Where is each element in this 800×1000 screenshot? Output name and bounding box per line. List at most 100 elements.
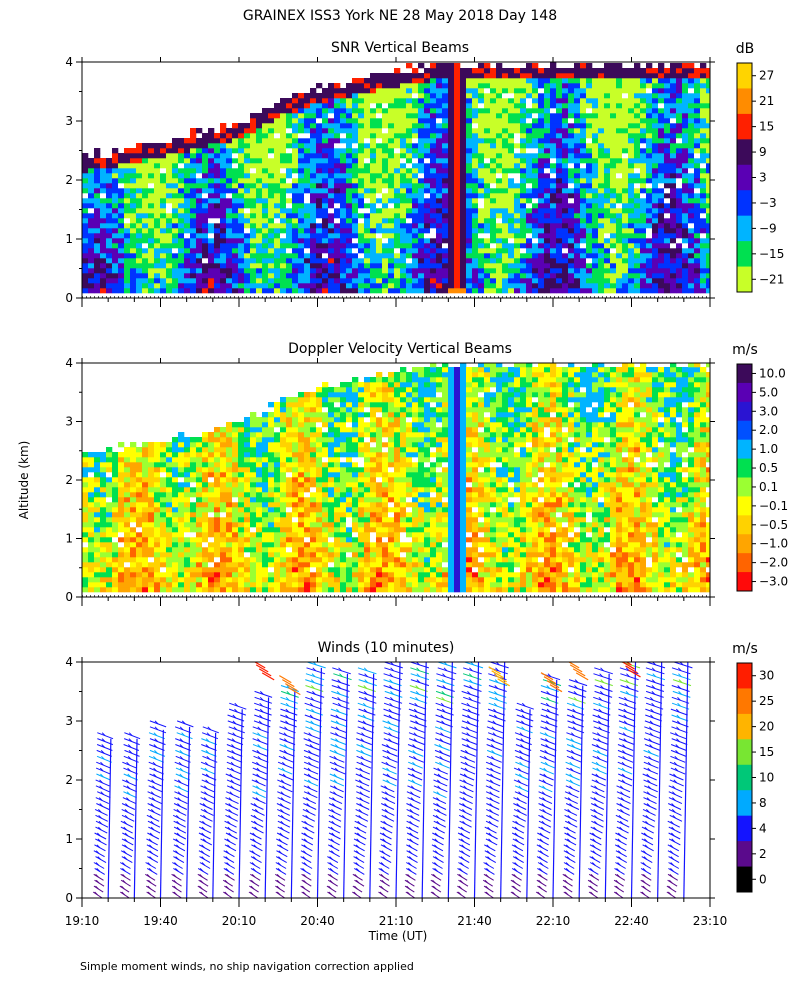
snr-cell xyxy=(682,193,689,199)
snr-cell xyxy=(460,188,467,194)
snr-cell xyxy=(634,68,641,74)
snr-cell xyxy=(538,208,545,214)
snr-cell xyxy=(706,198,710,204)
snr-cell xyxy=(322,128,329,134)
snr-cell xyxy=(550,253,557,259)
snr-cell xyxy=(322,173,329,179)
snr-cell xyxy=(238,253,245,259)
snr-cell xyxy=(394,118,401,124)
snr-cell xyxy=(274,193,281,199)
snr-cell xyxy=(442,143,449,149)
snr-cell xyxy=(496,183,503,189)
snr-cell xyxy=(358,228,365,234)
snr-cell xyxy=(178,148,185,154)
velocity-cell xyxy=(184,542,191,548)
snr-cell xyxy=(412,143,419,149)
snr-cell xyxy=(400,243,407,249)
snr-cell xyxy=(592,188,599,194)
snr-cell xyxy=(196,223,203,229)
snr-cell xyxy=(160,158,167,164)
snr-cell xyxy=(694,288,701,294)
snr-cell xyxy=(160,258,167,264)
snr-cell xyxy=(298,278,305,284)
snr-cell xyxy=(586,78,593,84)
snr-cell xyxy=(484,148,491,154)
velocity-cell xyxy=(178,462,185,468)
snr-cell xyxy=(616,233,623,239)
snr-cell xyxy=(256,153,263,159)
snr-cell xyxy=(550,238,557,244)
snr-cell xyxy=(454,138,461,144)
velocity-cell xyxy=(124,557,131,563)
snr-cell xyxy=(358,278,365,284)
snr-cell xyxy=(400,258,407,264)
footnote: Simple moment winds, no ship navigation … xyxy=(80,960,414,973)
snr-cell xyxy=(334,123,341,129)
snr-cell xyxy=(556,163,563,169)
snr-cell xyxy=(418,138,425,144)
snr-cell xyxy=(574,163,581,169)
snr-cell xyxy=(202,223,209,229)
snr-cell xyxy=(190,253,197,259)
snr-cell xyxy=(376,193,383,199)
velocity-cell xyxy=(118,482,125,488)
snr-cell xyxy=(478,168,485,174)
snr-cell xyxy=(574,93,581,99)
velocity-cell xyxy=(190,507,197,513)
velocity-cell xyxy=(190,502,197,508)
snr-cell xyxy=(280,103,287,109)
snr-cell xyxy=(646,183,653,189)
snr-cell xyxy=(682,243,689,249)
snr-cell xyxy=(508,108,515,114)
snr-cell xyxy=(412,278,419,284)
snr-cell xyxy=(310,208,317,214)
snr-cell xyxy=(268,108,275,114)
velocity-cell xyxy=(88,482,95,488)
snr-cell xyxy=(232,263,239,269)
snr-cell xyxy=(250,268,257,274)
snr-cell xyxy=(694,203,701,209)
snr-cell xyxy=(424,78,431,84)
snr-cell xyxy=(244,203,251,209)
snr-cell xyxy=(148,158,155,164)
velocity-cell xyxy=(106,557,113,563)
snr-cell xyxy=(424,138,431,144)
velocity-cell xyxy=(160,537,167,543)
snr-cell xyxy=(634,98,641,104)
snr-cell xyxy=(502,148,509,154)
snr-cell xyxy=(700,233,707,239)
snr-cell xyxy=(550,128,557,134)
velocity-cell xyxy=(148,492,155,498)
velocity-cell xyxy=(172,482,179,488)
snr-cell xyxy=(598,243,605,249)
velocity-cell xyxy=(172,522,179,528)
snr-cell xyxy=(352,228,359,234)
snr-cell xyxy=(508,188,515,194)
snr-cell xyxy=(562,88,569,94)
snr-cell xyxy=(502,268,509,274)
velocity-cell xyxy=(136,492,143,498)
velocity-cell xyxy=(172,517,179,523)
snr-cell xyxy=(538,133,545,139)
snr-cell xyxy=(190,228,197,234)
velocity-cell xyxy=(154,442,161,448)
snr-cell xyxy=(238,278,245,284)
snr-cell xyxy=(220,198,227,204)
snr-cell xyxy=(532,268,539,274)
snr-cell xyxy=(274,223,281,229)
snr-cell xyxy=(340,253,347,259)
snr-cell xyxy=(532,198,539,204)
snr-cell xyxy=(538,138,545,144)
snr-cell xyxy=(550,178,557,184)
snr-cell xyxy=(628,268,635,274)
snr-cell xyxy=(556,228,563,234)
snr-cell xyxy=(436,268,443,274)
snr-cell xyxy=(256,133,263,139)
snr-cell xyxy=(628,253,635,259)
snr-cell xyxy=(166,148,173,154)
snr-cell xyxy=(346,123,353,129)
snr-cell xyxy=(688,268,695,274)
velocity-cell xyxy=(82,452,89,458)
snr-cell xyxy=(508,113,515,119)
snr-cell xyxy=(478,173,485,179)
